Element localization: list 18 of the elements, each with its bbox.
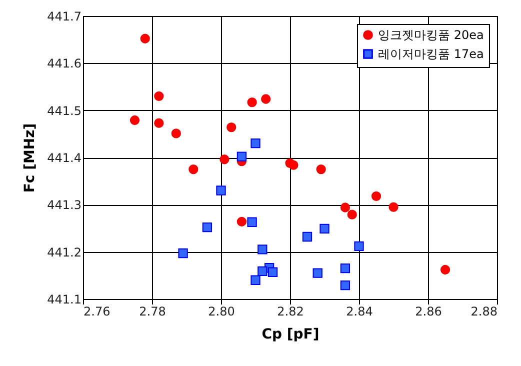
y-axis-title: Fc [MHz] [22,123,38,193]
y-tick-label: 441.5 [47,104,82,118]
x-tick-label: 2.88 [470,304,498,318]
x-tick-label: 2.84 [346,304,373,318]
y-tick-label: 441.1 [47,292,82,306]
y-tick-label: 441.7 [47,10,82,24]
legend-label: 레이저마킹품 17ea [378,47,484,61]
x-tick-label: 2.76 [84,304,110,318]
x-tick-label: 2.80 [208,304,235,318]
x-tick-label: 2.78 [139,304,166,318]
legend-label: 잉크젯마킹품 20ea [378,28,484,42]
y-tick-label: 441.3 [47,198,82,212]
x-tick-label: 2.82 [277,304,304,318]
y-tick-label: 441.6 [47,56,82,71]
y-tick-label: 441.2 [47,245,82,260]
x-axis-title: Cp [pF] [262,326,320,342]
y-tick-label: 441.4 [47,151,82,165]
x-tick-label: 2.86 [415,304,442,318]
